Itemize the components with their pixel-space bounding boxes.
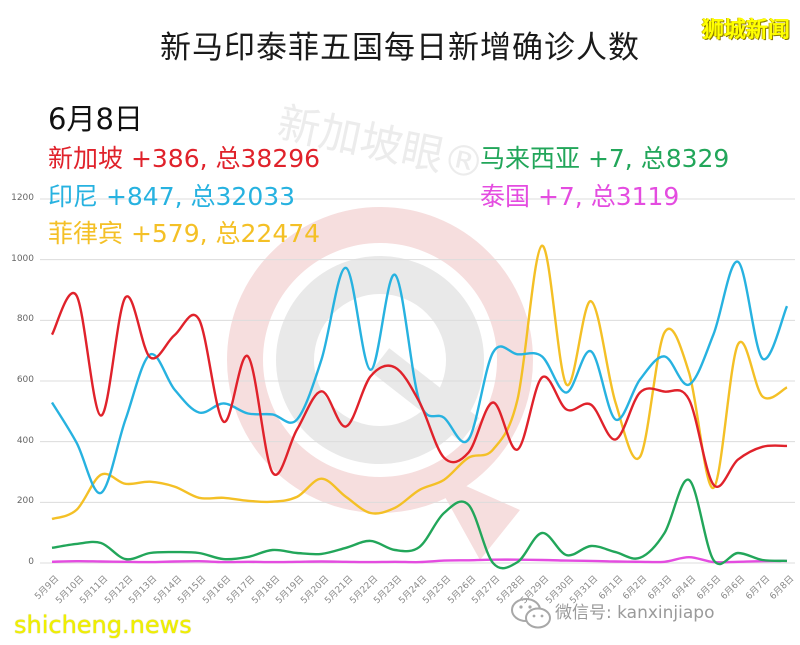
series-line-malaysia [51, 478, 788, 570]
series-line-thailand [51, 556, 788, 564]
gridlines [40, 198, 795, 564]
y-tick-label: 800 [16, 314, 34, 325]
legend-thailand: 泰国 +7, 总3119 [480, 182, 680, 211]
series-line-singapore [50, 291, 788, 488]
y-tick-label: 400 [16, 435, 34, 446]
legend-indonesia: 印尼 +847, 总32033 [48, 182, 296, 211]
brand-logo: 狮城新闻 [701, 18, 790, 43]
legend-philippines: 菲律宾 +579, 总22474 [48, 219, 321, 248]
wechat-icon [511, 598, 551, 629]
legend-singapore: 新加坡 +386, 总38296 [48, 144, 321, 173]
series-lines [50, 244, 789, 570]
y-tick-label: 1000 [11, 253, 34, 264]
y-tick-label: 1200 [11, 193, 34, 203]
date-label: 6月8日 [48, 102, 143, 136]
series-line-philippines [51, 244, 788, 521]
y-tick-label: 600 [16, 375, 34, 385]
series-line-indonesia [50, 260, 789, 495]
site-watermark: shicheng.news [14, 611, 192, 639]
wechat-id: 微信号: kanxinjiapo [555, 603, 715, 623]
chart-title: 新马印泰菲五国每日新增确诊人数 [160, 30, 640, 66]
y-tick-label: 0 [28, 557, 34, 567]
legend-malaysia: 马来西亚 +7, 总8329 [480, 144, 730, 173]
y-tick-label: 200 [16, 496, 34, 507]
